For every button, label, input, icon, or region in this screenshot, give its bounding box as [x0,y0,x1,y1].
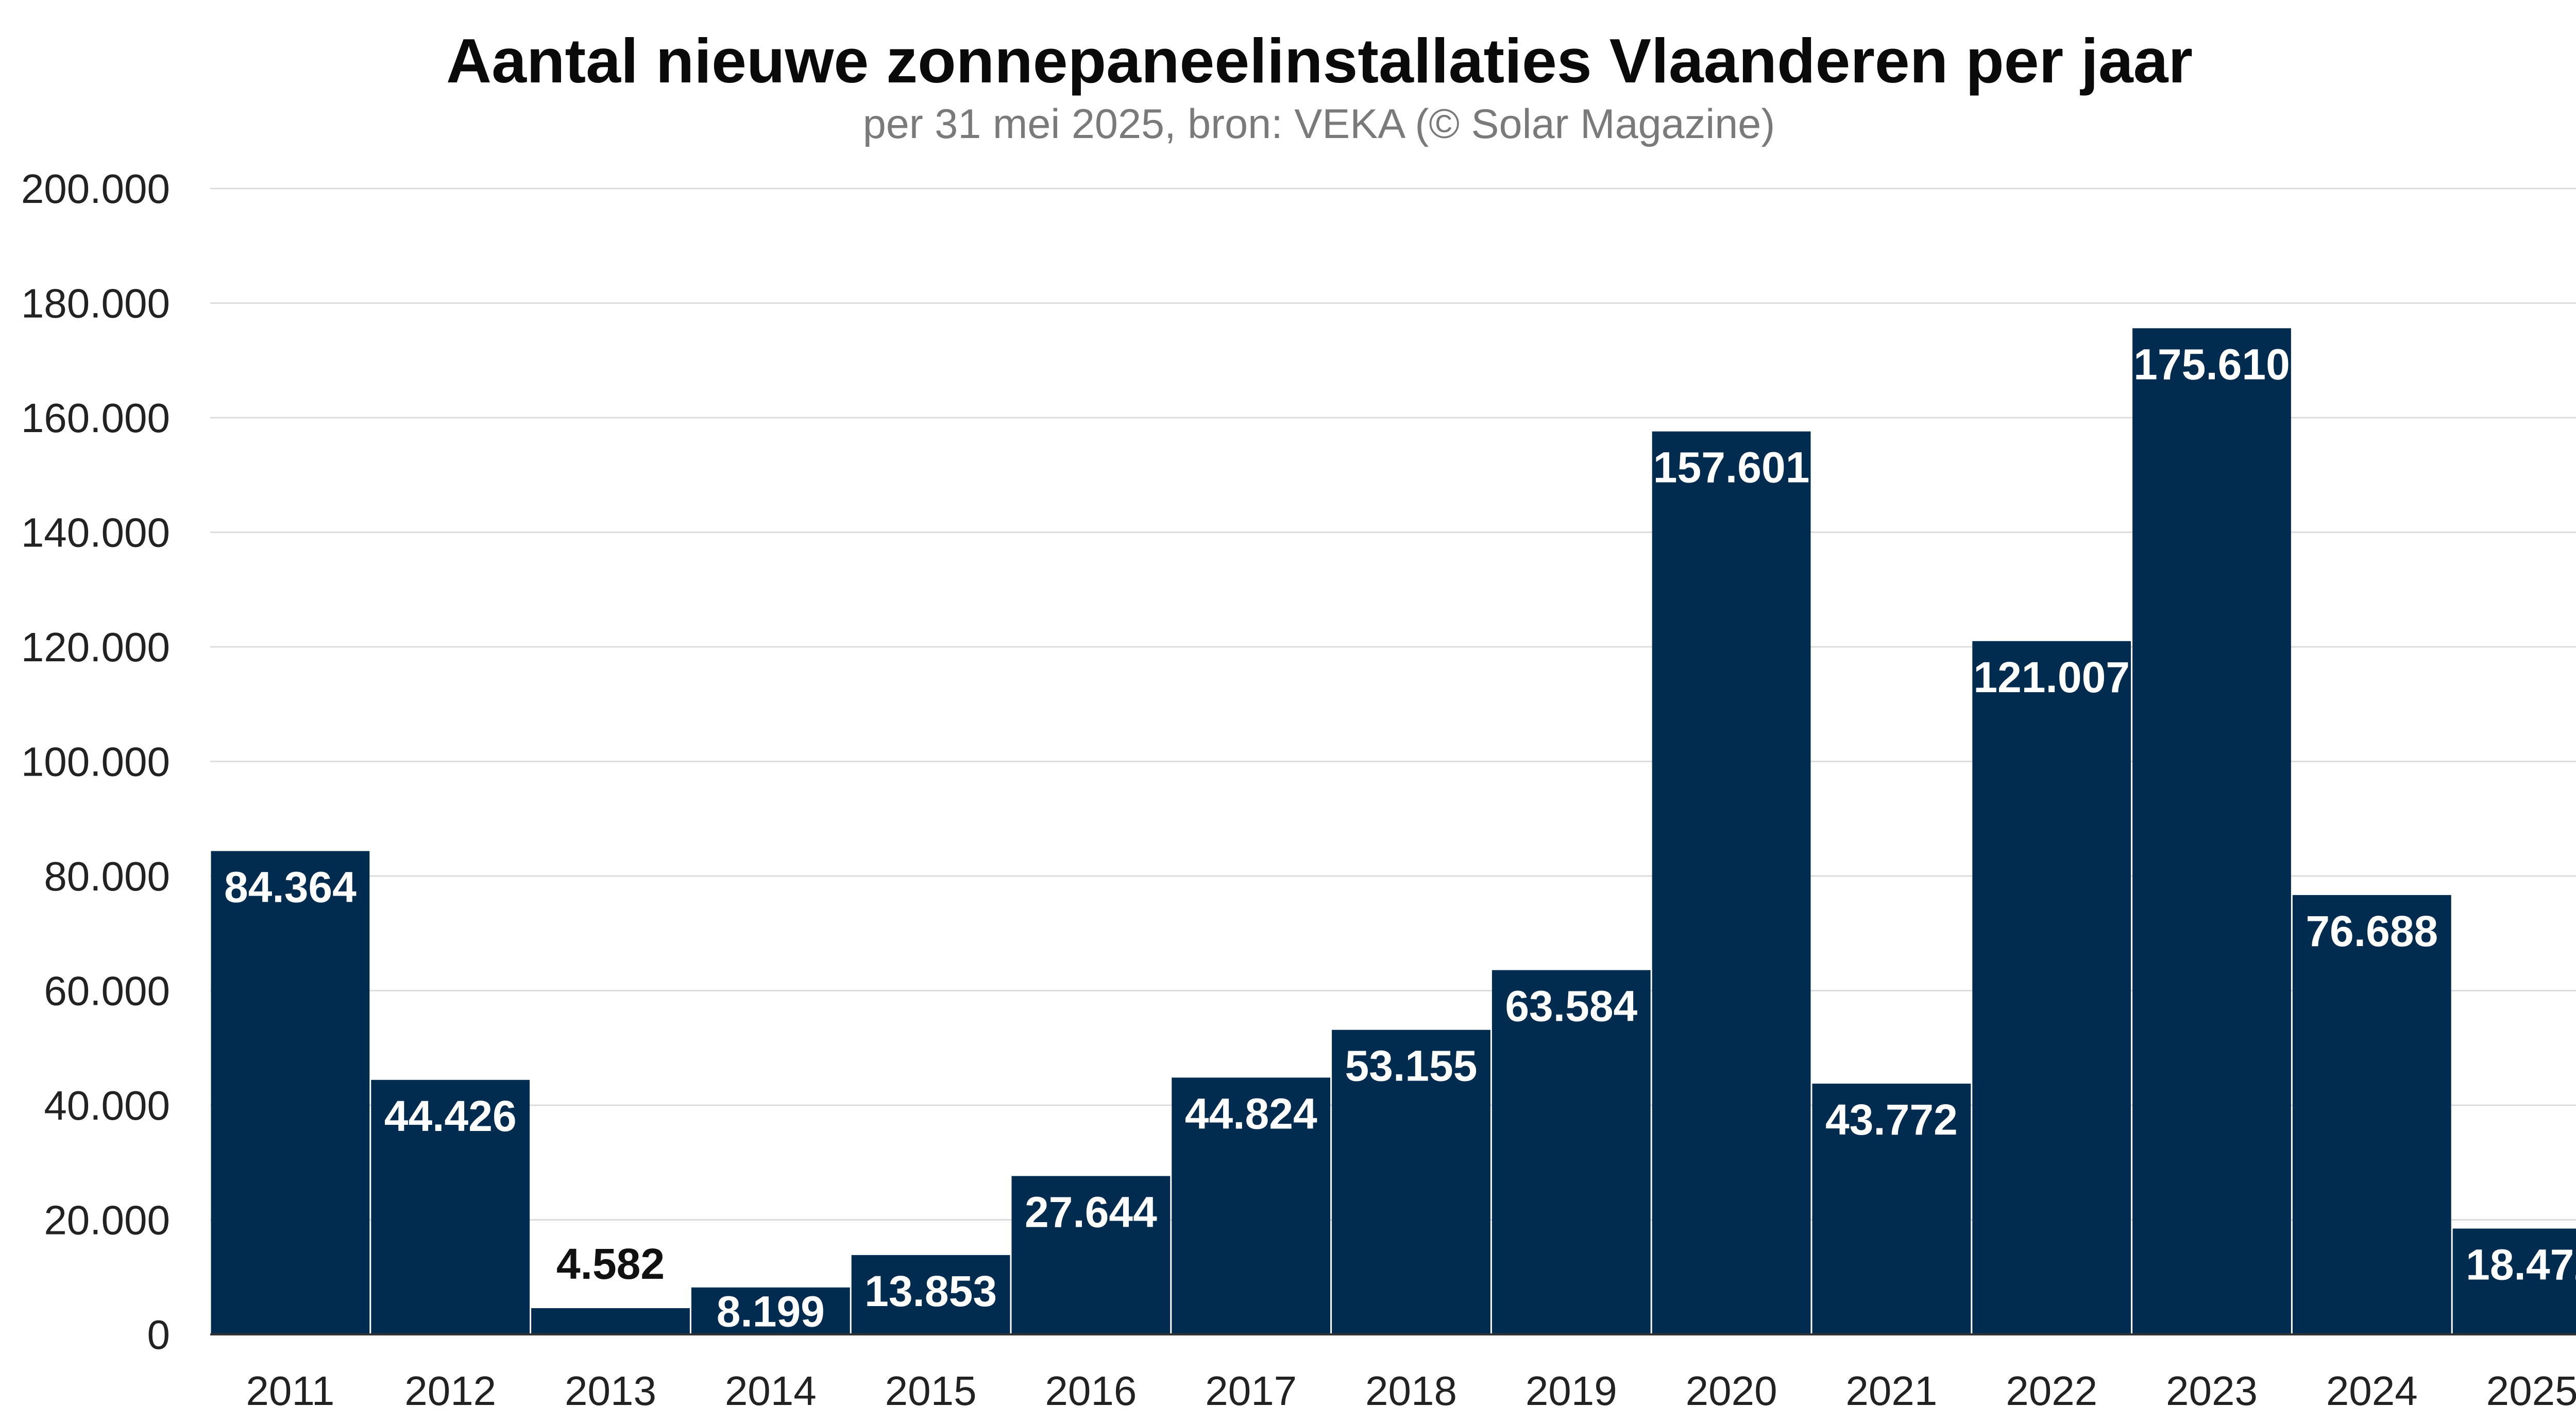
bar-2020 [1652,431,1811,1334]
data-label: 44.824 [1185,1089,1317,1138]
x-tick-label: 2017 [1205,1368,1297,1414]
y-tick-label: 200.000 [21,166,170,212]
bar-2025 [2452,1228,2576,1334]
x-tick-label: 2025 [2486,1368,2576,1414]
chart-subtitle: per 31 mei 2025, bron: VEKA (© Solar Mag… [863,101,1775,147]
x-tick-label: 2022 [2006,1368,2097,1414]
y-tick-label: 160.000 [21,395,170,441]
bar-2012 [371,1079,530,1334]
bar-2017 [1172,1077,1331,1334]
data-label: 13.853 [865,1267,997,1315]
bar-2015 [851,1255,1010,1334]
x-tick-label: 2023 [2166,1368,2258,1414]
data-label: 175.610 [2133,340,2290,388]
y-tick-label: 180.000 [21,281,170,327]
x-tick-label: 2020 [1686,1368,1777,1414]
x-tick-label: 2014 [725,1368,817,1414]
data-label: 18.472 [2466,1240,2576,1289]
data-labels: 84.364 44.426 4.582 8.199 13.853 27.644 44.824… [224,340,2576,1335]
y-tick-label: 0 [147,1312,171,1358]
y-tick-label: 20.000 [44,1197,170,1243]
x-tick-label: 2015 [885,1368,977,1414]
data-label: 53.155 [1345,1042,1478,1090]
bar-2024 [2292,895,2451,1334]
bar-2014 [691,1287,850,1334]
y-tick-label: 100.000 [21,739,170,785]
bar-2023 [2132,328,2291,1334]
data-label: 44.426 [384,1092,517,1140]
y-axis-ticks: 0 20.000 40.000 60.000 80.000 100.000 120.000 1… [21,166,170,1358]
data-label: 4.582 [556,1240,665,1288]
data-label: 157.601 [1653,443,1810,492]
data-label: 63.584 [1505,982,1637,1031]
y-tick-label: 40.000 [44,1083,170,1128]
y-tick-label: 60.000 [44,968,170,1014]
bar-2018 [1332,1030,1490,1334]
data-label: 84.364 [224,863,357,911]
x-axis-ticks: 2011 2012 2013 2014 2015 2016 2017 2018 2019 2020… [246,1368,2576,1414]
chart-title: Aantal nieuwe zonnepaneelinstallaties Vl… [446,26,2193,96]
x-tick-label: 2024 [2326,1368,2418,1414]
y-tick-label: 80.000 [44,853,170,899]
x-tick-label: 2019 [1526,1368,1617,1414]
data-label: 27.644 [1025,1188,1157,1236]
data-label: 121.007 [1973,653,2130,701]
x-tick-label: 2013 [565,1368,656,1414]
bar-2021 [1812,1084,1971,1334]
bar-2019 [1492,970,1651,1334]
data-label: 76.688 [2306,907,2438,955]
bar-2022 [1972,641,2131,1334]
x-tick-label: 2012 [404,1368,496,1414]
data-label: 8.199 [717,1287,825,1335]
gridlines [210,187,2576,1221]
y-tick-label: 120.000 [21,624,170,670]
data-label: 43.772 [1825,1095,1958,1144]
y-tick-label: 140.000 [21,510,170,556]
x-tick-label: 2011 [246,1368,334,1414]
bars [211,328,2576,1334]
x-tick-label: 2016 [1045,1368,1137,1414]
bar-2013 [531,1308,690,1334]
bar-2011 [211,851,370,1334]
bar-2016 [1011,1176,1171,1334]
x-tick-label: 2018 [1365,1368,1457,1414]
x-tick-label: 2021 [1845,1368,1937,1414]
